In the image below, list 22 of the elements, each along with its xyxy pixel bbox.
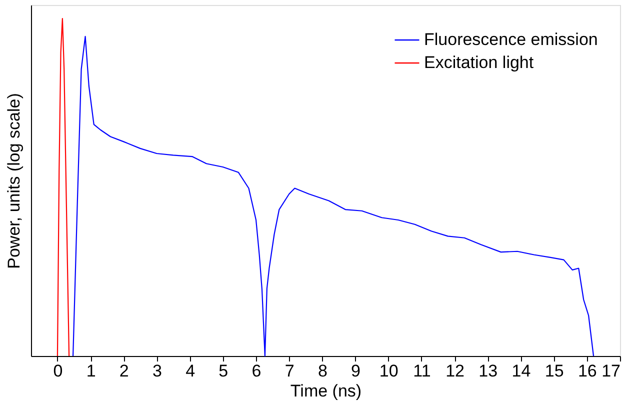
x-tick-label: 8 [318, 362, 328, 380]
x-tick-label: 16 [578, 362, 597, 380]
legend-label: Fluorescence emission [424, 30, 598, 49]
x-tick-label: 5 [218, 362, 228, 380]
x-tick-label: 10 [379, 362, 398, 380]
x-tick-label: 15 [544, 362, 564, 380]
x-tick-label: 13 [478, 362, 498, 380]
x-tick-label: 1 [86, 362, 96, 380]
x-axis-title: Time (ns) [290, 382, 362, 400]
x-tick-label: 17 [602, 362, 620, 380]
x-tick-label: 4 [186, 362, 196, 380]
x-tick-label: 9 [351, 362, 361, 380]
x-tick-label: 14 [512, 362, 531, 380]
x-tick-label: 3 [152, 362, 162, 380]
x-tick-label: 7 [284, 362, 294, 380]
x-tick-label: 6 [252, 362, 262, 380]
x-tick-label: 0 [53, 362, 63, 380]
x-tick-label: 2 [119, 362, 129, 380]
legend-label: Excitation light [424, 53, 534, 72]
y-axis-title: Power, units (log scale) [4, 93, 24, 269]
x-tick-label: 12 [446, 362, 465, 380]
x-tick-label: 11 [413, 362, 431, 380]
